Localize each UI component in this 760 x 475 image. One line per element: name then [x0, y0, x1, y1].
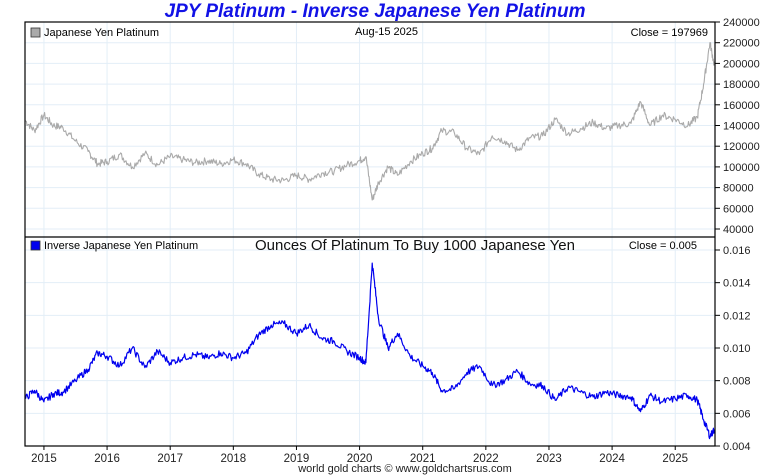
- y-tick-label: 120000: [723, 141, 760, 153]
- x-axis: 2015 2016 2017 2018 2019 2020 2021 2022 2023 2024…: [31, 446, 688, 465]
- y-tick-label: 0.004: [723, 441, 751, 453]
- y-tick-label: 140000: [723, 121, 760, 133]
- bottom-subtitle: Ounces Of Platinum To Buy 1000 Japanese …: [255, 237, 575, 254]
- top-close-label: Close = 197969: [631, 27, 708, 39]
- top-panel-series: [24, 42, 715, 201]
- y-tick-label: 40000: [723, 224, 754, 236]
- chart-title: JPY Platinum - Inverse Japanese Yen Plat…: [164, 1, 586, 22]
- y-tick-label: 0.006: [723, 408, 751, 420]
- plot-frame: [24, 21, 716, 447]
- footer-credit: world gold charts © www.goldchartsrus.co…: [297, 463, 512, 475]
- x-tick-label: 2024: [599, 453, 625, 465]
- y-tick-label: 0.008: [723, 376, 751, 388]
- bottom-close-label: Close = 0.005: [629, 240, 697, 252]
- y-tick-label: 100000: [723, 162, 760, 174]
- y-tick-label: 0.016: [723, 245, 751, 257]
- bottom-legend-swatch: [30, 240, 41, 251]
- x-tick-label: 2015: [31, 453, 57, 465]
- bottom-legend-label: Inverse Japanese Yen Platinum: [44, 240, 198, 252]
- x-tick-label: 2021: [410, 453, 436, 465]
- y-tick-label: 220000: [723, 38, 760, 50]
- x-tick-label: 2022: [473, 453, 499, 465]
- bottom-y-axis: 0.016 0.014 0.012 0.010 0.008 0.006 0.004: [715, 245, 751, 453]
- x-tick-label: 2020: [347, 453, 373, 465]
- x-tick-label: 2018: [221, 453, 247, 465]
- y-tick-label: 160000: [723, 100, 760, 112]
- x-tick-label: 2016: [94, 453, 120, 465]
- x-tick-label: 2017: [157, 453, 183, 465]
- y-tick-label: 0.010: [723, 343, 751, 355]
- top-legend-swatch: [30, 27, 41, 38]
- x-tick-label: 2019: [284, 453, 310, 465]
- top-date-label: Aug-15 2025: [355, 26, 418, 38]
- y-tick-label: 200000: [723, 58, 760, 70]
- y-tick-label: 0.014: [723, 278, 751, 290]
- x-tick-label: 2025: [662, 453, 688, 465]
- top-legend-label: Japanese Yen Platinum: [44, 27, 159, 39]
- y-tick-label: 240000: [723, 17, 760, 29]
- y-tick-label: 0.012: [723, 310, 751, 322]
- y-tick-label: 60000: [723, 203, 754, 215]
- y-tick-label: 80000: [723, 183, 754, 195]
- y-tick-label: 180000: [723, 79, 760, 91]
- jpy-platinum-line: [24, 42, 715, 201]
- bottom-panel-series: [24, 262, 715, 440]
- top-panel-grid: [25, 21, 715, 237]
- inverse-jpy-platinum-line: [24, 262, 715, 440]
- x-tick-label: 2023: [536, 453, 562, 465]
- bottom-panel-grid: [25, 237, 715, 447]
- top-y-axis: 240000 220000 200000 180000 160000 140000 1200…: [715, 17, 760, 236]
